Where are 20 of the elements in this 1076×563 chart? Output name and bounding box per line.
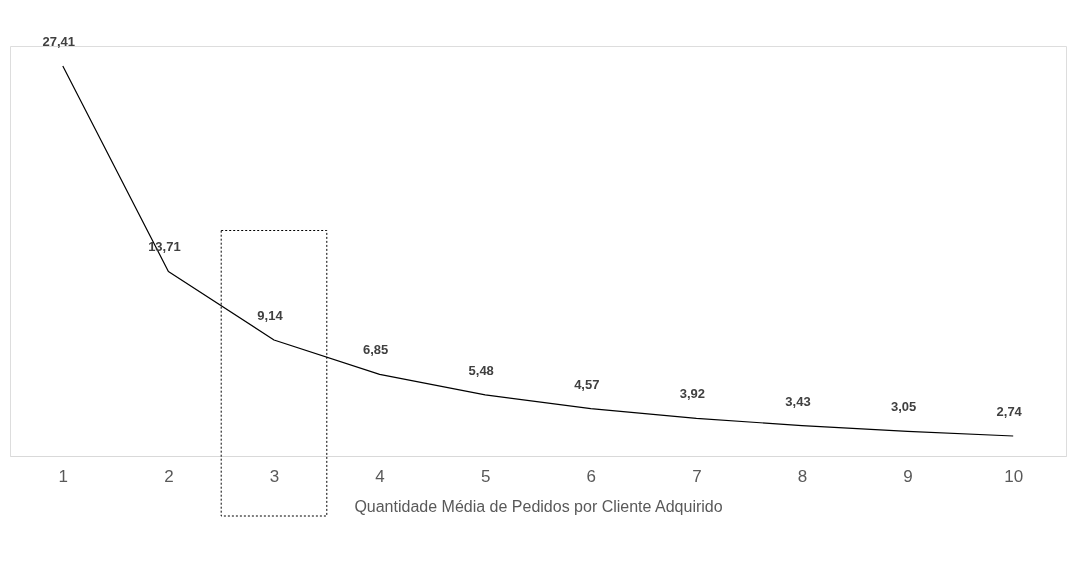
x-tick-label: 10 [1004, 466, 1024, 486]
data-label: 4,57 [574, 376, 600, 392]
data-label: 3,43 [785, 393, 811, 409]
x-tick-label: 5 [480, 466, 491, 486]
x-tick-label: 4 [375, 466, 385, 486]
data-label: 9,14 [257, 308, 284, 324]
data-label: 2,74 [996, 404, 1023, 419]
x-tick-label: 8 [797, 466, 808, 486]
data-label: 5,48 [468, 362, 494, 378]
x-tick-label: 1 [58, 466, 69, 486]
x-tick-label: 2 [164, 466, 174, 486]
data-label: 6,85 [362, 342, 389, 358]
x-tick-label: 6 [586, 466, 597, 486]
x-tick-label: 7 [692, 466, 702, 486]
x-axis-title: Quantidade Média de Pedidos por Cliente Adquirido [354, 497, 723, 515]
x-tick-label: 9 [903, 466, 913, 486]
data-label: 3,05 [890, 399, 917, 415]
data-label: 27,41 [42, 34, 76, 49]
data-label: 3,92 [679, 386, 706, 402]
x-tick-label: 3 [269, 466, 280, 486]
